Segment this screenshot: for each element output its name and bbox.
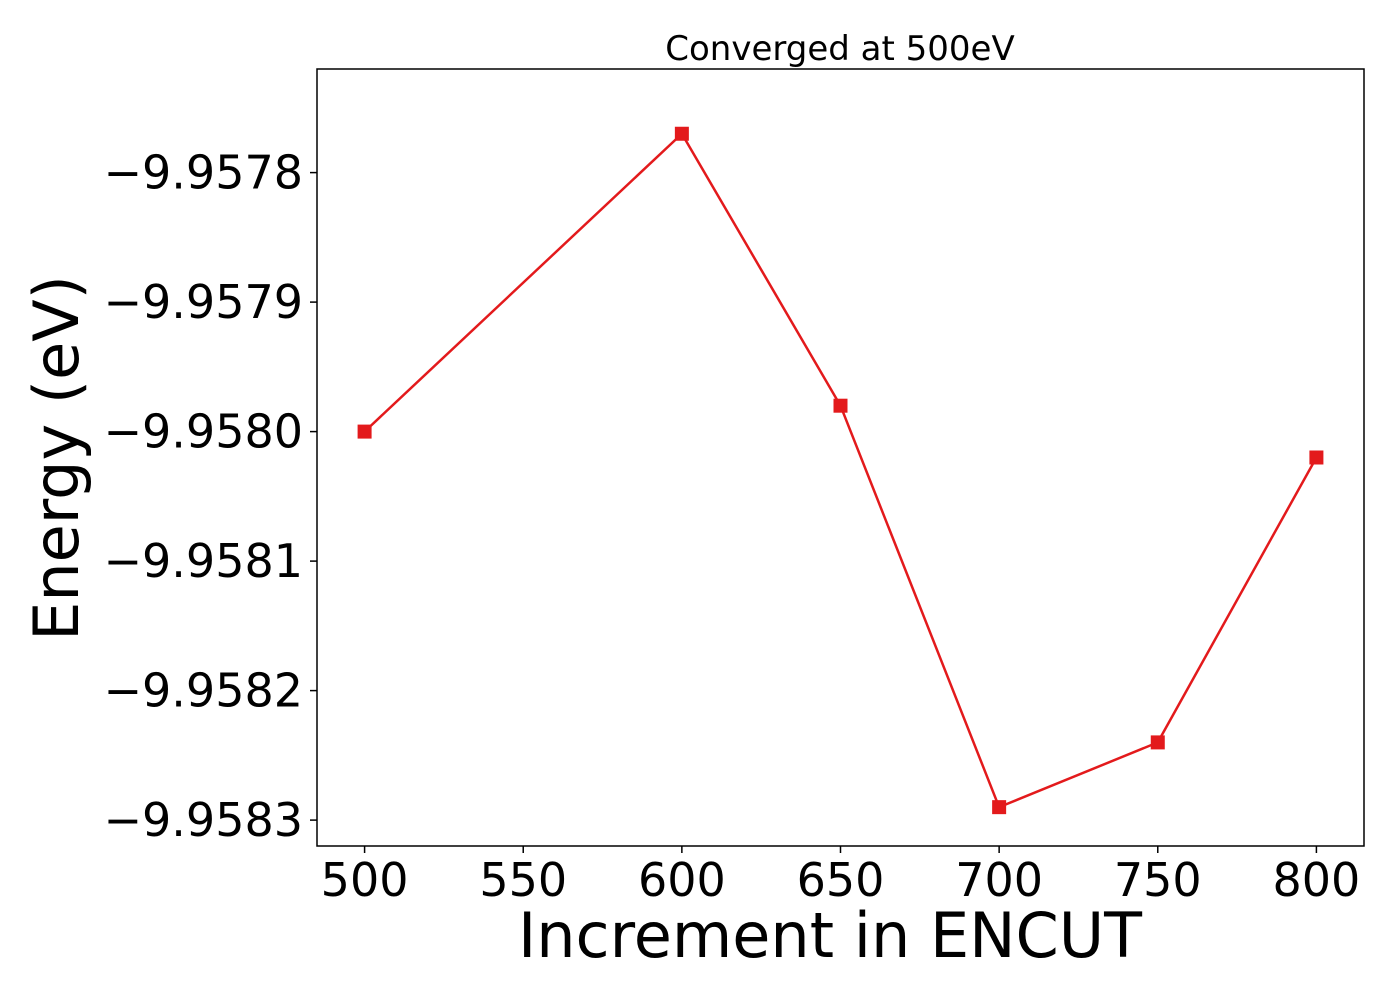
data-point-marker: [1309, 450, 1324, 465]
tick-layer: 500 550 600 650 700 750 800 −9.9578 −9.9579 −9.95…: [104, 146, 1361, 907]
x-tick-label: 500: [321, 853, 409, 907]
y-tick-label: −9.9583: [104, 793, 304, 847]
series-layer: [357, 126, 1324, 815]
x-tick-label: 700: [955, 853, 1043, 907]
y-tick-label: −9.9580: [104, 405, 304, 459]
data-point-marker: [833, 398, 848, 413]
x-tick-label: 800: [1273, 853, 1361, 907]
y-tick-label: −9.9579: [104, 275, 304, 329]
data-point-marker: [674, 126, 689, 141]
data-point-marker: [992, 800, 1007, 815]
y-axis-label: Energy (eV): [20, 275, 93, 641]
data-point-marker: [357, 424, 372, 439]
x-tick-label: 750: [1114, 853, 1202, 907]
x-axis-label: Increment in ENCUT: [518, 899, 1143, 972]
x-tick-label: 550: [479, 853, 567, 907]
y-tick-label: −9.9581: [104, 534, 304, 588]
x-tick-label: 650: [797, 853, 885, 907]
x-tick-label: 600: [638, 853, 726, 907]
y-tick-label: −9.9578: [104, 146, 304, 200]
y-tick-label: −9.9582: [104, 664, 304, 718]
data-point-marker: [1150, 735, 1165, 750]
plot-frame: [316, 68, 1365, 847]
chart-title: Converged at 500eV: [665, 29, 1014, 69]
series-line: [363, 132, 1318, 809]
